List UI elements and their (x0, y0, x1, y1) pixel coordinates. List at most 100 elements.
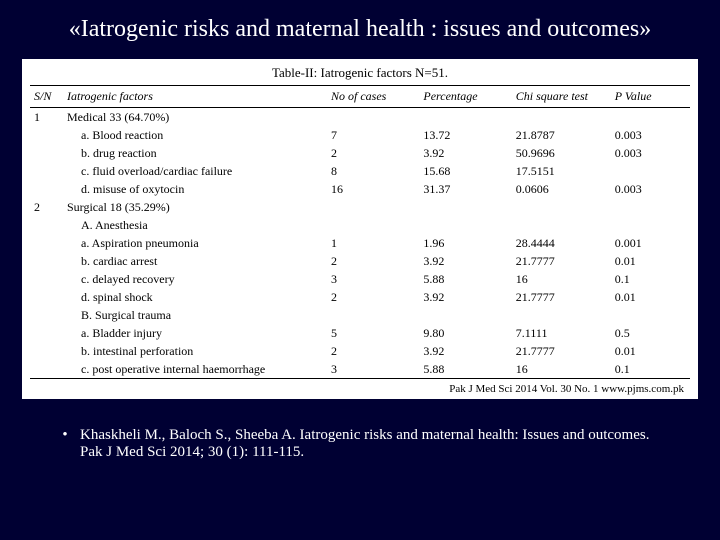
table-body: 1Medical 33 (64.70%)a. Blood reaction713… (30, 108, 690, 379)
table-caption: Table-II: Iatrogenic factors N=51. (30, 65, 690, 81)
cell-factor: b. intestinal perforation (63, 342, 327, 360)
table-row: 1Medical 33 (64.70%) (30, 108, 690, 127)
cell-factor: d. misuse of oxytocin (63, 180, 327, 198)
cell-num (327, 306, 419, 324)
cell-pct: 3.92 (419, 342, 511, 360)
cell-sn (30, 252, 63, 270)
table-row: c. post operative internal haemorrhage35… (30, 360, 690, 379)
col-header-sn: S/N (30, 86, 63, 108)
cell-factor: c. post operative internal haemorrhage (63, 360, 327, 379)
cell-p (611, 108, 690, 127)
cell-sn (30, 216, 63, 234)
table-row: b. drug reaction23.9250.96960.003 (30, 144, 690, 162)
cell-factor: c. delayed recovery (63, 270, 327, 288)
cell-chi (512, 306, 611, 324)
cell-chi (512, 216, 611, 234)
cell-pct: 15.68 (419, 162, 511, 180)
table-row: d. spinal shock23.9221.77770.01 (30, 288, 690, 306)
cell-sn (30, 180, 63, 198)
cell-num: 8 (327, 162, 419, 180)
cell-chi: 21.7777 (512, 342, 611, 360)
slide: «Iatrogenic risks and maternal health : … (0, 0, 720, 540)
cell-num (327, 108, 419, 127)
table-row: c. fluid overload/cardiac failure815.681… (30, 162, 690, 180)
cell-p: 0.1 (611, 270, 690, 288)
cell-pct: 3.92 (419, 252, 511, 270)
cell-chi: 28.4444 (512, 234, 611, 252)
cell-pct: 3.92 (419, 144, 511, 162)
cell-sn (30, 234, 63, 252)
cell-sn: 2 (30, 198, 63, 216)
cell-pct: 5.88 (419, 270, 511, 288)
cell-pct (419, 216, 511, 234)
table-row: B. Surgical trauma (30, 306, 690, 324)
cell-num (327, 216, 419, 234)
cell-p (611, 162, 690, 180)
cell-chi: 21.8787 (512, 126, 611, 144)
cell-sn: 1 (30, 108, 63, 127)
cell-pct (419, 198, 511, 216)
cell-num: 5 (327, 324, 419, 342)
col-header-factors: Iatrogenic factors (63, 86, 327, 108)
table-row: 2Surgical 18 (35.29%) (30, 198, 690, 216)
cell-chi (512, 198, 611, 216)
cell-sn (30, 306, 63, 324)
cell-pct: 31.37 (419, 180, 511, 198)
cell-p (611, 306, 690, 324)
table-row: b. cardiac arrest23.9221.77770.01 (30, 252, 690, 270)
cell-pct: 3.92 (419, 288, 511, 306)
cell-chi: 16 (512, 360, 611, 379)
cell-factor: d. spinal shock (63, 288, 327, 306)
slide-title: «Iatrogenic risks and maternal health : … (0, 0, 720, 53)
table-row: a. Aspiration pneumonia11.9628.44440.001 (30, 234, 690, 252)
cell-factor: Medical 33 (64.70%) (63, 108, 327, 127)
table-row: b. intestinal perforation23.9221.77770.0… (30, 342, 690, 360)
iatrogenic-factors-table: S/N Iatrogenic factors No of cases Perce… (30, 85, 690, 379)
cell-chi: 16 (512, 270, 611, 288)
cell-p (611, 198, 690, 216)
bullet-icon: • (50, 427, 80, 444)
cell-num (327, 198, 419, 216)
cell-sn (30, 324, 63, 342)
cell-factor: Surgical 18 (35.29%) (63, 198, 327, 216)
col-header-pvalue: P Value (611, 86, 690, 108)
cell-num: 2 (327, 288, 419, 306)
cell-chi: 21.7777 (512, 288, 611, 306)
cell-num: 7 (327, 126, 419, 144)
cell-factor: A. Anesthesia (63, 216, 327, 234)
cell-p: 0.01 (611, 252, 690, 270)
cell-chi: 21.7777 (512, 252, 611, 270)
cell-p: 0.01 (611, 288, 690, 306)
cell-sn (30, 144, 63, 162)
cell-factor: a. Aspiration pneumonia (63, 234, 327, 252)
cell-sn (30, 162, 63, 180)
table-header-row: S/N Iatrogenic factors No of cases Perce… (30, 86, 690, 108)
table-row: A. Anesthesia (30, 216, 690, 234)
cell-num: 16 (327, 180, 419, 198)
cell-chi: 0.0606 (512, 180, 611, 198)
cell-p: 0.003 (611, 144, 690, 162)
cell-sn (30, 270, 63, 288)
table-row: a. Blood reaction713.7221.87870.003 (30, 126, 690, 144)
citation-text: Khaskheli M., Baloch S., Sheeba A. Iatro… (80, 427, 670, 461)
cell-p: 0.001 (611, 234, 690, 252)
cell-num: 3 (327, 270, 419, 288)
table-row: a. Bladder injury59.807.11110.5 (30, 324, 690, 342)
table-container: Table-II: Iatrogenic factors N=51. S/N I… (22, 59, 698, 399)
cell-chi: 7.1111 (512, 324, 611, 342)
cell-factor: b. drug reaction (63, 144, 327, 162)
cell-pct: 13.72 (419, 126, 511, 144)
table-row: c. delayed recovery35.88160.1 (30, 270, 690, 288)
cell-num: 2 (327, 342, 419, 360)
cell-factor: B. Surgical trauma (63, 306, 327, 324)
cell-sn (30, 360, 63, 379)
table-row: d. misuse of oxytocin1631.370.06060.003 (30, 180, 690, 198)
col-header-percentage: Percentage (419, 86, 511, 108)
cell-sn (30, 126, 63, 144)
cell-sn (30, 342, 63, 360)
cell-factor: b. cardiac arrest (63, 252, 327, 270)
col-header-chi: Chi square test (512, 86, 611, 108)
cell-factor: c. fluid overload/cardiac failure (63, 162, 327, 180)
cell-p (611, 216, 690, 234)
cell-factor: a. Bladder injury (63, 324, 327, 342)
